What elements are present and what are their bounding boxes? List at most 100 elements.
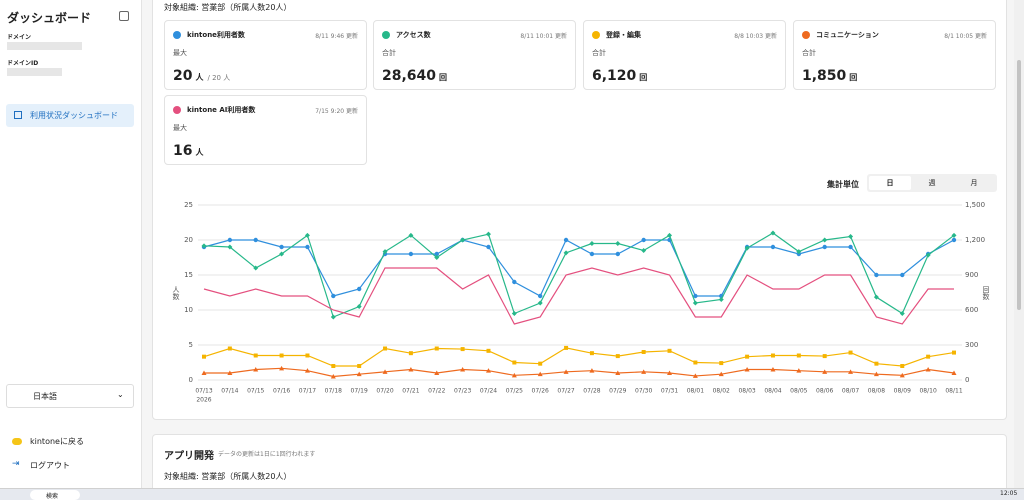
- point: [952, 238, 956, 242]
- scroll-thumb: [1017, 60, 1021, 310]
- point: [771, 245, 775, 249]
- point: [590, 351, 594, 355]
- taskbar: 検索 12:05: [0, 488, 1024, 500]
- x-tick-label: 07/25: [506, 388, 523, 395]
- logout-link[interactable]: ログアウト: [30, 460, 70, 471]
- point: [383, 347, 387, 351]
- y-tick-label: 0: [189, 376, 193, 384]
- point: [564, 250, 569, 255]
- chevron: ⌄: [117, 390, 124, 399]
- y2-tick-label: 600: [965, 306, 978, 314]
- point: [461, 347, 465, 351]
- y-tick-label: 10: [184, 306, 193, 314]
- y-tick-label: 5: [189, 341, 193, 349]
- point: [486, 245, 490, 249]
- card-value-row: 1,850回: [802, 65, 857, 84]
- point: [719, 297, 724, 302]
- language-label: 日本語: [33, 391, 57, 402]
- card-unit: 回: [639, 73, 647, 82]
- point: [486, 232, 491, 237]
- point: [693, 301, 698, 306]
- point: [228, 347, 232, 351]
- back-link[interactable]: kintoneに戻る: [30, 436, 84, 447]
- point: [926, 355, 930, 359]
- scrollbar: [1014, 0, 1024, 488]
- point: [874, 362, 878, 366]
- y2-tick-label: 900: [965, 271, 978, 279]
- point: [822, 238, 827, 243]
- point: [512, 280, 516, 284]
- org-label: 対象組織: 営業部（所属人数20人）: [164, 2, 291, 13]
- card-dot: [382, 31, 390, 39]
- section-title: アプリ開発: [164, 447, 214, 462]
- card-value: 20: [173, 68, 192, 84]
- point: [874, 273, 878, 277]
- period-option[interactable]: 月: [953, 176, 995, 190]
- card-value-row: 20人/ 20 人: [173, 65, 230, 84]
- y-tick-label: 20: [184, 236, 193, 244]
- point: [590, 252, 594, 256]
- card-unit: 回: [439, 73, 447, 82]
- x-tick-label: 07/17: [299, 388, 316, 395]
- point: [538, 294, 542, 298]
- card-dot: [592, 31, 600, 39]
- x-tick-label: 07/29: [609, 388, 626, 395]
- app-title: ダッシュボード: [7, 9, 91, 26]
- point: [771, 354, 775, 358]
- point: [279, 245, 283, 249]
- point: [564, 238, 568, 242]
- card-updated: 8/8 10:03 更新: [734, 31, 777, 40]
- point: [512, 361, 516, 365]
- x-tick-label: 07/20: [376, 388, 393, 395]
- point: [719, 361, 723, 365]
- x-tick-label: 07/15: [247, 388, 264, 395]
- period-option[interactable]: 日: [869, 176, 911, 190]
- series-line: [204, 348, 954, 366]
- x-tick-label: 07/26: [532, 388, 549, 395]
- point: [331, 294, 335, 298]
- point: [357, 364, 361, 368]
- nav-icon: [14, 111, 22, 119]
- kpi-card: コミュニケーション8/1 10:05 更新合計1,850回: [793, 20, 996, 90]
- period-option[interactable]: 週: [911, 176, 953, 190]
- nav-item[interactable]: 利用状況ダッシュボード: [6, 104, 134, 127]
- point: [848, 234, 853, 239]
- card-sub: 最大: [173, 48, 187, 58]
- x-tick-label: 07/24: [480, 388, 497, 395]
- point: [254, 354, 258, 358]
- x-tick-label: 07/30: [635, 388, 652, 395]
- card-updated: 8/11 10:01 更新: [520, 31, 567, 40]
- y2-tick-label: 300: [965, 341, 978, 349]
- kintone-icon: [12, 438, 22, 445]
- point: [305, 245, 309, 249]
- point: [667, 233, 672, 238]
- x-tick-label: 07/18: [325, 388, 342, 395]
- point: [900, 273, 904, 277]
- point: [202, 355, 206, 359]
- x-tick-label: 07/13: [195, 388, 212, 395]
- point: [668, 349, 672, 353]
- card-title: kintone AI利用者数: [187, 105, 255, 115]
- point: [615, 241, 620, 246]
- search-box[interactable]: 検索: [30, 490, 80, 500]
- x-tick-label: 07/14: [221, 388, 238, 395]
- point: [745, 355, 749, 359]
- x-tick-label: 08/04: [764, 388, 781, 395]
- card-updated: 8/1 10:05 更新: [944, 31, 987, 40]
- card-extra: / 20 人: [207, 74, 230, 82]
- logout-icon: ⇥: [12, 459, 20, 469]
- x-tick-label: 07/22: [428, 388, 445, 395]
- point: [564, 346, 568, 350]
- card-sub: 最大: [173, 123, 187, 133]
- point: [693, 361, 697, 365]
- card-value: 1,850: [802, 68, 846, 84]
- collapse-button[interactable]: [119, 11, 129, 21]
- blurred-domain-id: [7, 68, 62, 76]
- sidebar: ダッシュボード ドメイン ドメインID 利用状況ダッシュボード 日本語 ⌄ ki…: [0, 0, 142, 488]
- language-select[interactable]: 日本語 ⌄: [6, 384, 134, 408]
- chart: 051015202503006009001,2001,500人数回数07/130…: [143, 190, 1014, 410]
- point: [512, 311, 517, 316]
- search-label: 検索: [46, 491, 58, 500]
- x-tick-label: 08/02: [713, 388, 730, 395]
- point: [486, 349, 490, 353]
